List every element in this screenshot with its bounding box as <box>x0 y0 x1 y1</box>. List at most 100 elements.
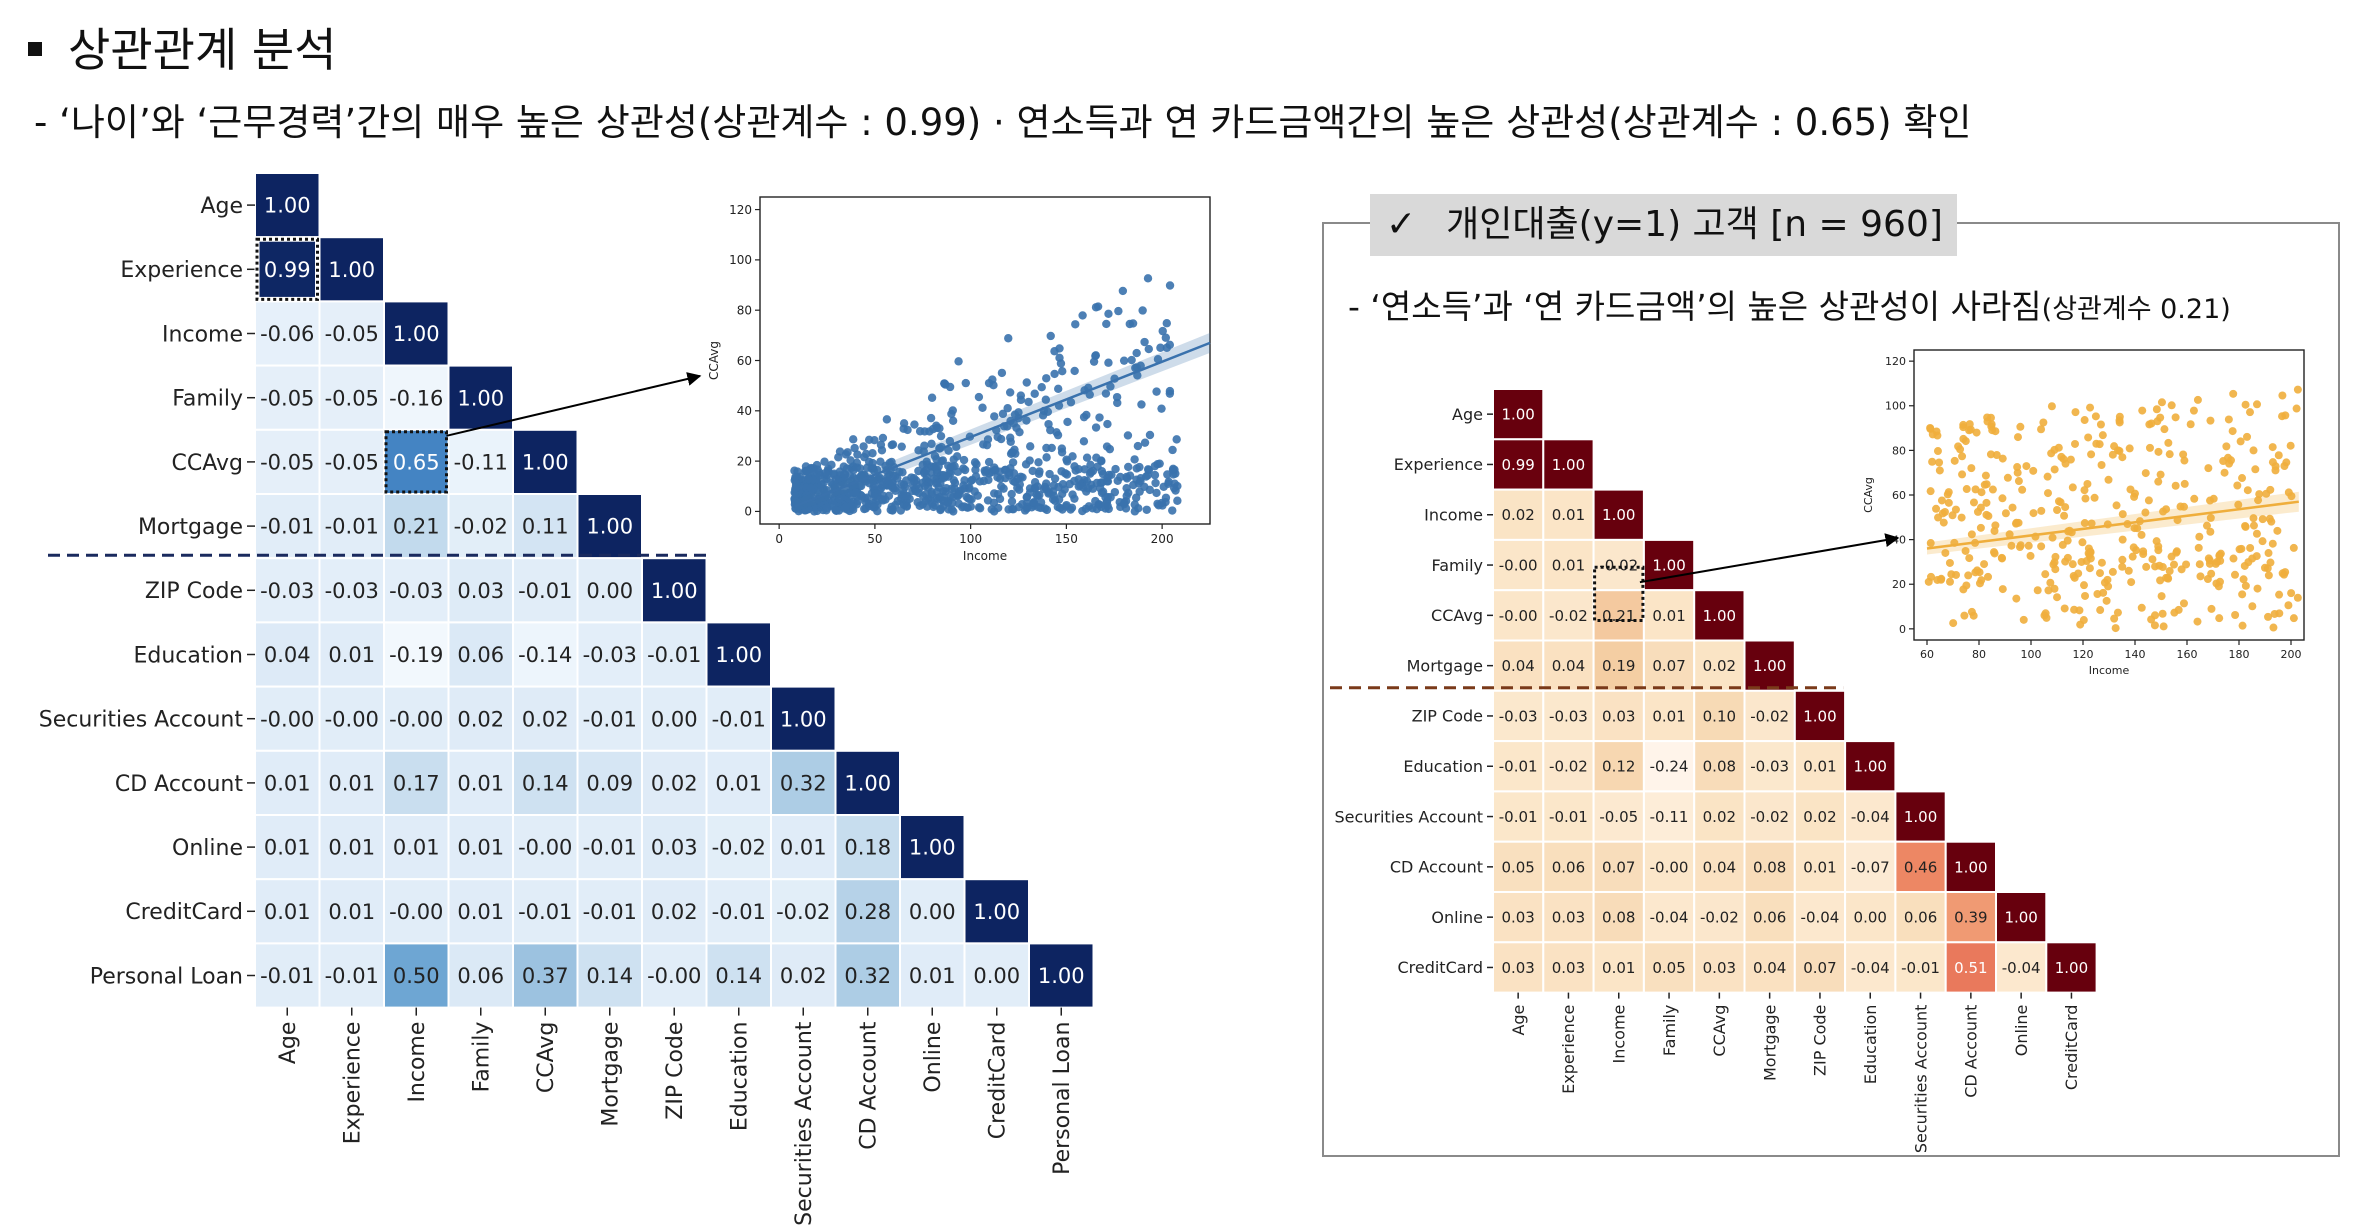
scatter-point <box>1104 309 1113 318</box>
scatter-point <box>878 433 888 443</box>
heatmap-row-label: Family <box>1432 556 1483 575</box>
scatter-point <box>979 440 988 449</box>
heatmap-cell-mortgage-income <box>383 493 450 560</box>
scatter-point <box>2241 400 2250 409</box>
scatter-point <box>954 357 963 366</box>
scatter-point <box>2243 486 2252 495</box>
scatter-point <box>2141 469 2150 478</box>
scatter-point <box>2215 614 2224 623</box>
scatter-point <box>1050 474 1060 483</box>
heatmap-row-label: Securities Account <box>1334 807 1483 826</box>
scatter-point <box>2255 490 2264 499</box>
heatmap-value-label: -0.16 <box>389 386 443 410</box>
heatmap-value-label: -0.00 <box>1650 858 1689 876</box>
heatmap-cell-education-ccavg <box>1693 740 1746 793</box>
scatter-point <box>997 368 1007 378</box>
heatmap-value-label: -0.04 <box>1650 909 1689 927</box>
heatmap-value-label: 0.01 <box>264 771 311 795</box>
heatmap-value-label: -0.05 <box>260 450 314 474</box>
scatter-point <box>1164 477 1173 487</box>
heatmap-value-label: -0.11 <box>1650 808 1689 826</box>
scatter-point <box>2158 563 2167 572</box>
scatter-point <box>2110 614 2119 623</box>
scatter-point <box>2130 524 2139 533</box>
scatter-point <box>1151 478 1160 488</box>
heatmap-col-label: Securities Account <box>1911 1005 1930 1154</box>
scatter-point <box>2195 532 2204 541</box>
scatter-point <box>1127 355 1136 365</box>
scatter-point <box>901 491 911 500</box>
scatter-point <box>2215 577 2224 586</box>
heatmap-cell-zip-code-family <box>1642 689 1696 743</box>
heatmap-row-label: CD Account <box>1390 858 1483 877</box>
heatmap-cell-ccavg-income <box>383 428 450 495</box>
scatter-point <box>2084 433 2093 442</box>
scatter-point <box>882 415 892 424</box>
scatter-point <box>1967 530 1976 539</box>
scatter-point <box>1091 423 1101 432</box>
scatter-point <box>840 469 849 479</box>
y-tick-label: 40 <box>1892 534 1906 547</box>
heatmap-cell-securities-account-mortgage <box>576 685 643 752</box>
scatter-point <box>2253 584 2262 593</box>
heatmap-value-label: 0.50 <box>393 964 440 988</box>
y-tick-label: 20 <box>1892 578 1906 591</box>
scatter-point <box>1026 442 1035 451</box>
heatmap-cell-online-mortgage <box>576 814 643 881</box>
scatter-point <box>2087 519 2096 528</box>
heatmap-value-label: 0.06 <box>1753 909 1786 927</box>
heatmap-value-label: -0.05 <box>325 322 379 346</box>
scatter-point <box>2099 588 2108 597</box>
scatter-point <box>1005 471 1014 480</box>
scatter-point <box>853 450 862 459</box>
scatter-point <box>2050 465 2059 474</box>
heatmap-value-label: -0.01 <box>1549 808 1588 826</box>
scatter-point <box>2206 513 2215 522</box>
scatter-point <box>1112 392 1122 402</box>
badge-label: 개인대출(y=1) 고객 [n = 960] <box>1446 204 1943 245</box>
scatter-point <box>948 462 957 471</box>
scatter-point <box>2265 514 2274 523</box>
scatter-point <box>1007 497 1017 506</box>
scatter-point <box>2147 615 2156 624</box>
scatter-point <box>1124 462 1133 472</box>
scatter-point <box>948 406 957 415</box>
scatter-point <box>1130 455 1139 464</box>
scatter-point <box>1153 460 1162 469</box>
section-title-text: 상관관계 분석 <box>68 23 337 77</box>
scatter-point <box>2252 552 2261 561</box>
scatter-point <box>2193 617 2202 626</box>
scatter-point <box>2063 553 2072 562</box>
loan-customers-badge: ✓ 개인대출(y=1) 고객 [n = 960] <box>1370 194 1957 256</box>
heatmap-value-label: -0.03 <box>583 643 637 667</box>
scatter-point <box>816 496 825 506</box>
scatter-point <box>2246 543 2255 552</box>
heatmap-value-label: 1.00 <box>1904 808 1937 826</box>
scatter-point <box>1082 487 1091 496</box>
trend-confidence-band <box>794 332 1210 513</box>
heatmap-cell-education-income <box>1592 740 1645 793</box>
heatmap-cell-family-experience <box>318 364 385 431</box>
scatter-point <box>2238 621 2247 630</box>
scatter-point <box>1982 480 1991 489</box>
scatter-point <box>959 481 968 490</box>
scatter-point <box>1967 464 1976 473</box>
scatter-point <box>1945 558 1954 567</box>
scatter-point <box>1050 369 1059 379</box>
scatter-point <box>2262 489 2271 498</box>
scatter-point <box>2278 391 2287 400</box>
heatmap-value-label: 0.03 <box>1552 909 1585 927</box>
scatter-point <box>1016 391 1026 400</box>
scatter-point <box>1076 481 1085 490</box>
scatter-point <box>2086 548 2095 557</box>
heatmap-cell-mortgage-family <box>1642 639 1696 692</box>
scatter-point <box>2275 590 2284 599</box>
scatter-point <box>1959 434 1968 443</box>
heatmap-cell-personal-loan-experience <box>318 942 385 1009</box>
scatter-point <box>1950 456 1959 465</box>
scatter-point <box>1058 367 1067 376</box>
scatter-point <box>2097 558 2106 567</box>
y-tick-label: 0 <box>1899 623 1906 636</box>
heatmap-value-label: -0.02 <box>1750 707 1789 725</box>
scatter-point <box>2051 552 2060 561</box>
